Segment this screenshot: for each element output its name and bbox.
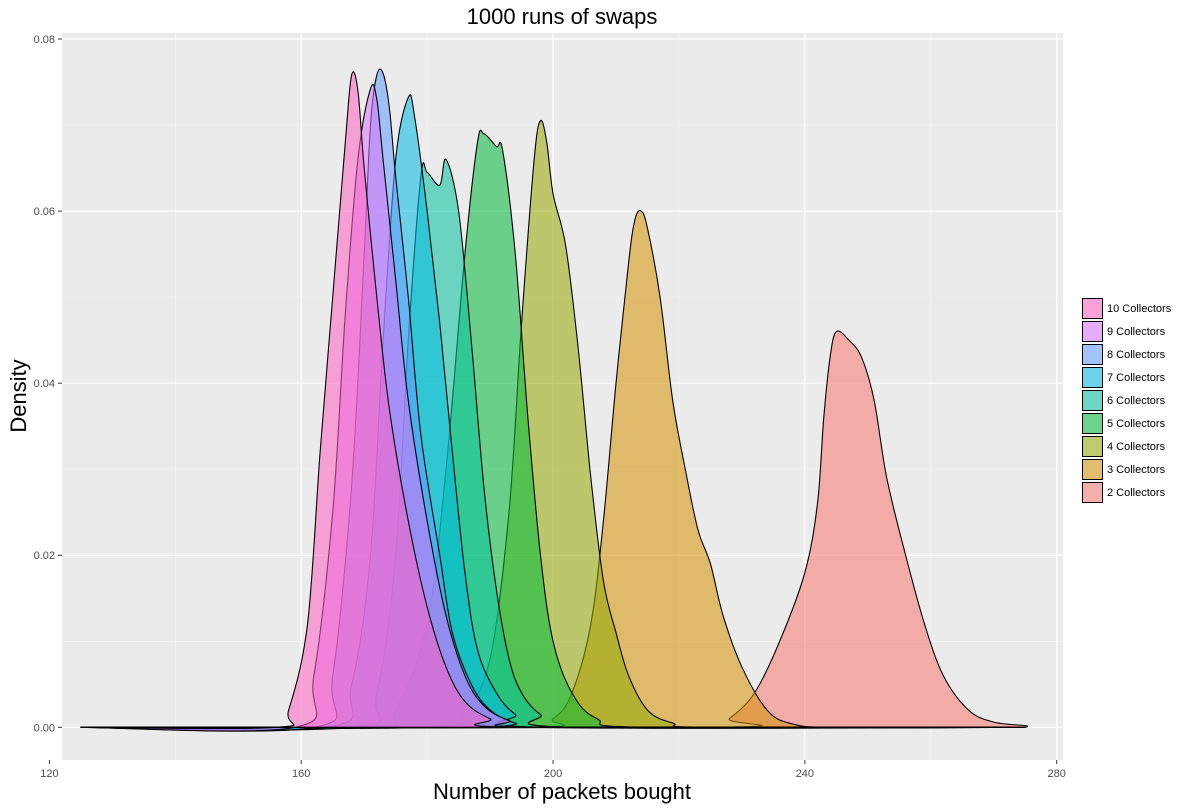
- y-tick-label: 0.02: [34, 550, 55, 562]
- legend-label: 3 Collectors: [1107, 464, 1166, 476]
- legend-swatch: [1082, 298, 1103, 319]
- legend-label: 9 Collectors: [1107, 326, 1166, 338]
- legend-swatch: [1082, 390, 1103, 411]
- y-tick-label: 0.04: [34, 378, 55, 390]
- legend-label: 6 Collectors: [1107, 395, 1166, 407]
- chart-title: 1000 runs of swaps: [467, 4, 658, 29]
- legend-label: 7 Collectors: [1107, 372, 1166, 384]
- legend-swatch: [1082, 436, 1103, 457]
- x-tick-label: 120: [40, 768, 58, 780]
- legend-swatch: [1082, 482, 1103, 503]
- x-axis-title: Number of packets bought: [433, 779, 691, 804]
- legend-label: 2 Collectors: [1107, 487, 1166, 499]
- x-tick-label: 200: [544, 768, 562, 780]
- legend-swatch: [1082, 459, 1103, 480]
- legend-swatch: [1082, 367, 1103, 388]
- legend-swatch: [1082, 413, 1103, 434]
- y-axis-title: Density: [6, 359, 31, 432]
- x-tick-label: 240: [796, 768, 814, 780]
- legend: 10 Collectors 9 Collectors 8 Collectors 7 C…: [1082, 298, 1172, 503]
- density-area-10-collectors: [80, 71, 1026, 730]
- axes: 120 160 200 240 280 0.00 0.02 0.04 0.06 0.08: [34, 34, 1066, 780]
- legend-swatch: [1082, 344, 1103, 365]
- legend-label: 4 Collectors: [1107, 441, 1166, 453]
- y-tick-label: 0.00: [34, 722, 55, 734]
- y-tick-label: 0.06: [34, 206, 55, 218]
- legend-swatch: [1082, 321, 1103, 342]
- y-tick-label: 0.08: [34, 34, 55, 46]
- legend-label: 5 Collectors: [1107, 418, 1166, 430]
- legend-label: 8 Collectors: [1107, 349, 1166, 361]
- x-tick-label: 160: [292, 768, 310, 780]
- legend-label: 10 Collectors: [1107, 303, 1172, 315]
- x-tick-label: 280: [1048, 768, 1066, 780]
- density-curves: [80, 68, 1029, 732]
